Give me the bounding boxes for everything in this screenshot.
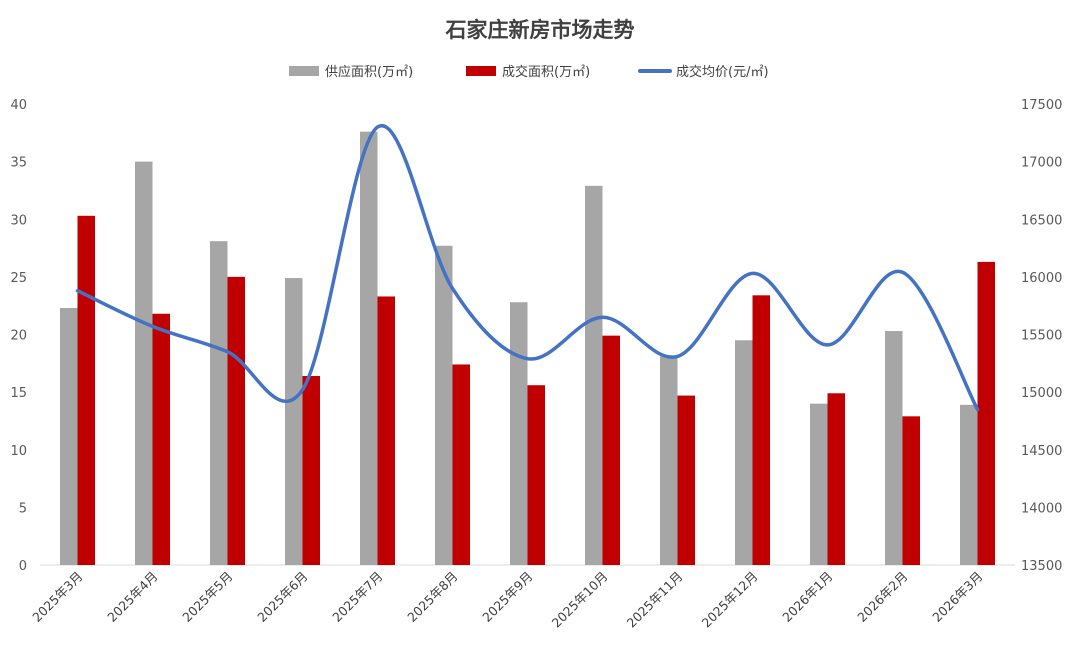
supply-bar (285, 278, 303, 565)
x-tick-label: 2025年11月 (624, 569, 686, 631)
right-axis-tick-label: 13500 (1021, 559, 1062, 574)
x-tick-label: 2025年5月 (179, 569, 235, 625)
x-tick-label: 2026年2月 (854, 569, 910, 625)
deal-bar (377, 296, 395, 565)
right-axis-tick-label: 15000 (1021, 386, 1062, 401)
deal-bar (902, 416, 920, 565)
x-tick-label: 2026年3月 (929, 569, 985, 625)
deal-bar (527, 385, 545, 565)
right-axis-tick-label: 15500 (1021, 329, 1062, 344)
legend-swatch (289, 66, 319, 76)
supply-bar (60, 307, 78, 565)
right-axis-tick-label: 16000 (1021, 271, 1062, 286)
bars (60, 131, 995, 566)
x-tick-label: 2025年4月 (104, 569, 160, 625)
left-axis-tick-label: 15 (10, 386, 27, 401)
axes: 0 5 10 15 20 25 30 35 40 13500 14000 14500 15000 1550… (10, 98, 1062, 574)
deal-bar (827, 393, 845, 565)
supply-bar (360, 131, 378, 565)
left-axis-tick-label: 30 (10, 213, 27, 228)
left-axis-tick-label: 35 (10, 156, 27, 171)
supply-bar (435, 245, 453, 565)
deal-bar (77, 215, 95, 566)
legend-swatch (466, 66, 496, 76)
deal-bar (677, 395, 695, 565)
left-axis-tick-label: 40 (10, 98, 27, 113)
price-line (75, 123, 980, 412)
right-axis-tick-label: 17500 (1021, 98, 1062, 113)
x-tick-label: 2025年8月 (404, 569, 460, 625)
left-axis-tick-label: 20 (10, 329, 27, 344)
legend-label: 成交面积(万㎡) (502, 64, 590, 80)
deal-bar (152, 313, 170, 565)
right-axis-tick-label: 16500 (1021, 213, 1062, 228)
legend: 供应面积(万㎡) 成交面积(万㎡) 成交均价(元/㎡) (289, 64, 769, 80)
x-tick-label: 2025年9月 (479, 569, 535, 625)
x-tick-label: 2025年10月 (549, 569, 611, 631)
deal-bar (227, 276, 245, 565)
supply-bar (210, 241, 228, 565)
deal-bar (602, 335, 620, 565)
left-axis-tick-label: 10 (10, 444, 27, 459)
left-axis-tick-label: 0 (19, 559, 27, 574)
deal-bar (752, 295, 770, 565)
supply-bar (810, 403, 828, 565)
deal-bar (977, 261, 995, 565)
x-tick-label: 2026年1月 (779, 569, 835, 625)
left-axis-tick-label: 25 (10, 271, 27, 286)
right-axis-tick-label: 14000 (1021, 501, 1062, 516)
left-axis-tick-label: 5 (19, 501, 27, 516)
x-tick-label: 2025年6月 (254, 569, 310, 625)
supply-bar (585, 185, 603, 565)
supply-bar (960, 404, 978, 565)
legend-label: 成交均价(元/㎡) (676, 64, 769, 80)
supply-bar (660, 356, 678, 565)
deal-bar (302, 375, 320, 565)
right-axis-tick-label: 14500 (1021, 444, 1062, 459)
x-tick-labels: 2025年3月 2025年4月 2025年5月 2025年6月 2025年7月 2025年… (29, 569, 985, 631)
x-tick-label: 2025年12月 (699, 569, 761, 631)
right-axis-tick-label: 17000 (1021, 156, 1062, 171)
legend-label: 供应面积(万㎡) (325, 64, 413, 80)
x-tick-label: 2025年7月 (329, 569, 385, 625)
supply-bar (135, 161, 153, 565)
chart-title: 石家庄新房市场走势 (445, 18, 635, 42)
x-tick-label: 2025年3月 (29, 569, 85, 625)
deal-bar (452, 364, 470, 565)
supply-bar (885, 331, 903, 565)
supply-bar (510, 302, 528, 565)
supply-bar (735, 340, 753, 565)
